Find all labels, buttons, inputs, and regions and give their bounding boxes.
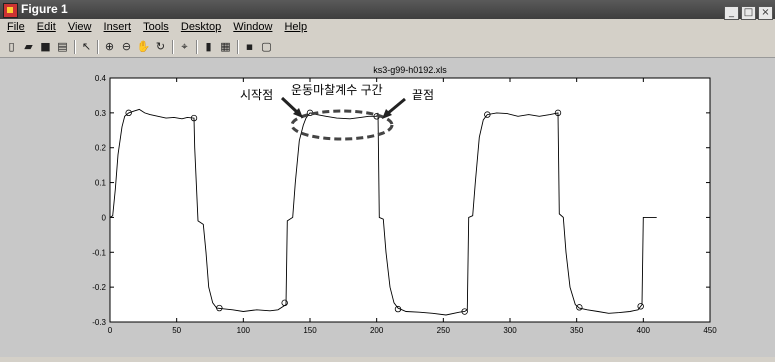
y-tick-label: 0.2: [95, 144, 107, 153]
x-tick-label: 150: [303, 326, 317, 335]
x-tick-label: 200: [370, 326, 384, 335]
maximize-button[interactable]: □: [741, 6, 756, 20]
data-cursor-icon[interactable]: ⌖: [177, 39, 192, 54]
open-file-icon[interactable]: ▰: [21, 39, 36, 54]
start-point-label: 시작점: [240, 88, 273, 102]
menu-view[interactable]: View: [66, 20, 94, 34]
x-tick-label: 350: [570, 326, 584, 335]
figure-canvas: 0 50 100 150 200 250 300 350 400 450 -0.3 -0.2 -0.1 0…: [0, 58, 775, 357]
x-tick-label: 0: [108, 326, 113, 335]
menu-window[interactable]: Window: [231, 20, 274, 34]
x-tick-label: 50: [172, 326, 181, 335]
menu-insert[interactable]: Insert: [102, 20, 134, 34]
new-file-icon[interactable]: ▯: [4, 39, 19, 54]
y-tick-label: -0.2: [92, 283, 106, 292]
pan-hand-icon[interactable]: ✋: [136, 39, 151, 54]
menu-tools[interactable]: Tools: [141, 20, 171, 34]
matlab-figure-icon: [3, 3, 18, 18]
close-button[interactable]: ×: [758, 6, 773, 20]
window-controls: _ □ ×: [722, 2, 773, 20]
toolbar-separator: [196, 40, 198, 54]
window-title: Figure 1: [21, 2, 68, 16]
friction-section-label: 운동마찰계수 구간: [291, 83, 383, 97]
rotate-3d-icon[interactable]: ↻: [153, 39, 168, 54]
hide-plot-tools-icon[interactable]: ▪: [242, 39, 257, 54]
y-tick-label: -0.1: [92, 248, 106, 257]
colorbar-icon[interactable]: ▮: [201, 39, 216, 54]
y-tick-label: 0.1: [95, 179, 107, 188]
x-tick-label: 250: [437, 326, 451, 335]
y-tick-label: 0: [102, 213, 107, 222]
axes-box[interactable]: [110, 78, 710, 322]
toolbar: ▯ ▰ ■ ▤ ↖ ⊕ ⊖ ✋ ↻ ⌖ ▮ ▦ ▪ ▢: [0, 37, 775, 58]
zoom-in-icon[interactable]: ⊕: [102, 39, 117, 54]
minimize-button[interactable]: _: [724, 6, 739, 20]
plot-svg[interactable]: 0 50 100 150 200 250 300 350 400 450 -0.3 -0.2 -0.1 0…: [0, 58, 775, 357]
chart-title: ks3-g99-h0192.xls: [373, 65, 447, 75]
menu-file[interactable]: File: [5, 20, 27, 34]
arrow-cursor-icon[interactable]: ↖: [79, 39, 94, 54]
x-tick-label: 300: [503, 326, 517, 335]
toolbar-separator: [237, 40, 239, 54]
menu-help[interactable]: Help: [282, 20, 309, 34]
menu-desktop[interactable]: Desktop: [179, 20, 223, 34]
title-bar[interactable]: Figure 1 _ □ ×: [0, 0, 775, 19]
menu-bar: File Edit View Insert Tools Desktop Wind…: [0, 20, 775, 36]
save-icon[interactable]: ■: [38, 39, 53, 54]
y-tick-label: 0.3: [95, 109, 107, 118]
end-point-label: 끝점: [412, 88, 434, 102]
toolbar-separator: [97, 40, 99, 54]
y-tick-label: -0.3: [92, 318, 106, 327]
x-tick-label: 400: [637, 326, 651, 335]
toolbar-separator: [172, 40, 174, 54]
x-tick-label: 100: [237, 326, 251, 335]
show-plot-tools-icon[interactable]: ▢: [259, 39, 274, 54]
y-tick-label: 0.4: [95, 74, 107, 83]
menu-edit[interactable]: Edit: [35, 20, 58, 34]
zoom-out-icon[interactable]: ⊖: [119, 39, 134, 54]
toolbar-separator: [74, 40, 76, 54]
legend-icon[interactable]: ▦: [218, 39, 233, 54]
print-icon[interactable]: ▤: [55, 39, 70, 54]
x-tick-label: 450: [703, 326, 717, 335]
